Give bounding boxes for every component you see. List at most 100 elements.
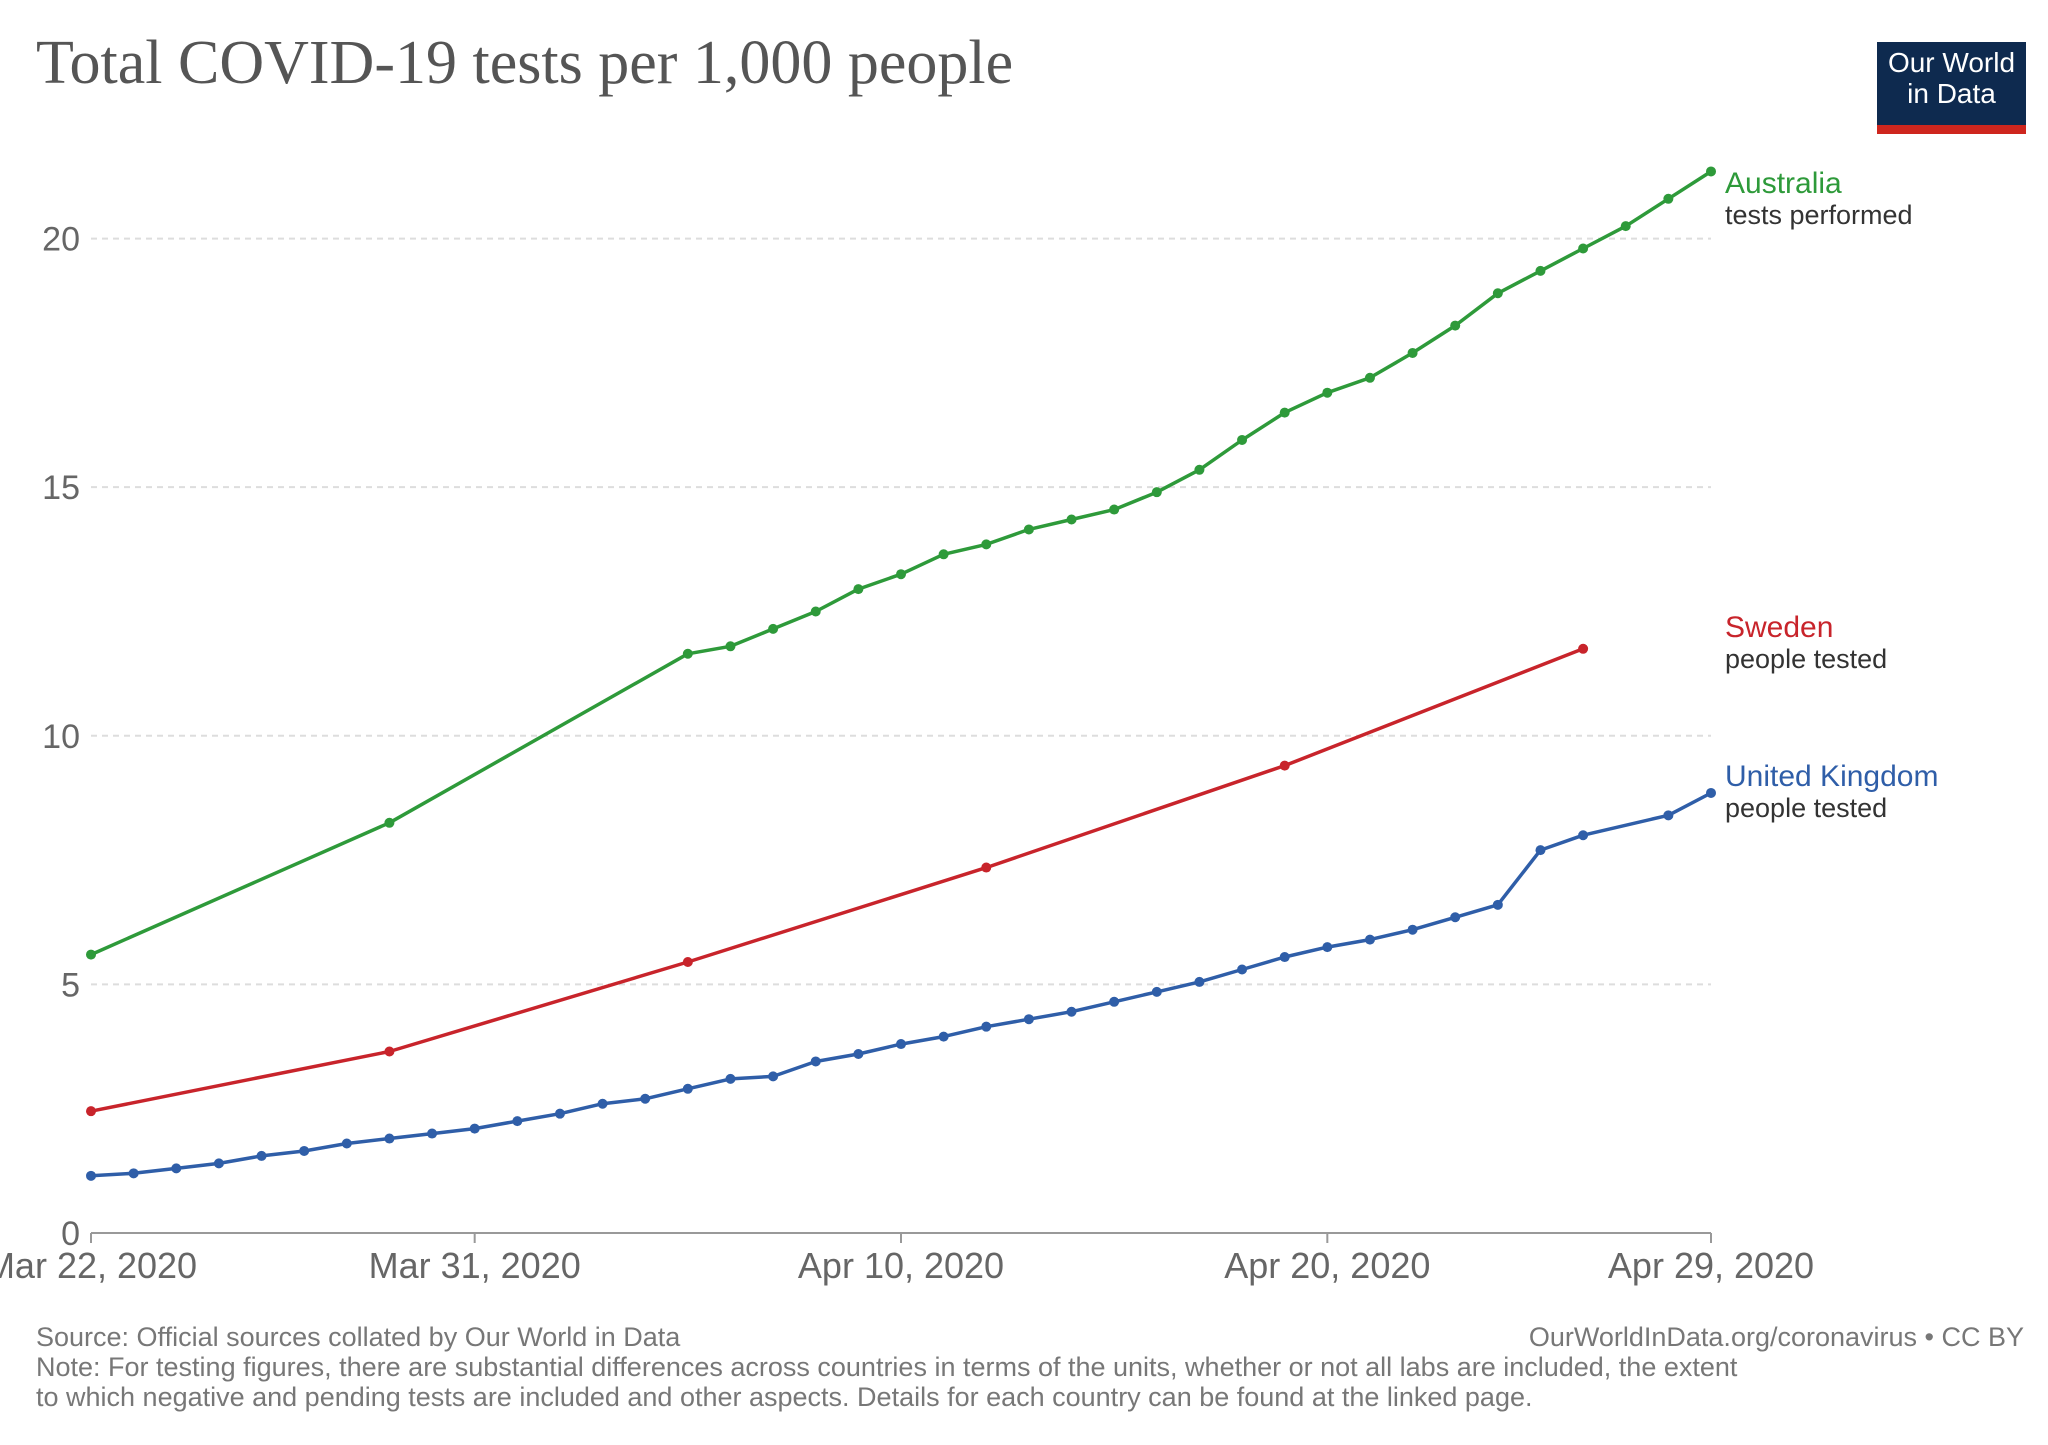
data-point-uk-10: [512, 1116, 523, 1127]
data-point-uk-37: [1706, 787, 1716, 798]
data-point-australia-14: [1194, 464, 1205, 475]
series-sublabel-australia: tests performed: [1725, 200, 1913, 230]
data-point-australia-17: [1322, 387, 1333, 398]
data-point-australia-5: [810, 606, 821, 617]
data-point-uk-36: [1663, 810, 1674, 821]
data-point-sweden-3: [981, 862, 992, 873]
data-point-uk-4: [256, 1150, 267, 1161]
data-point-uk-8: [427, 1128, 438, 1139]
data-point-sweden-5: [1578, 643, 1589, 654]
x-tick-label-1: Mar 31, 2020: [369, 1245, 581, 1286]
data-point-uk-25: [1151, 986, 1162, 997]
data-point-uk-14: [682, 1083, 693, 1094]
axis-layer: 0 5 10 15 20 Mar 22, 2020 Mar 31, 2020 Apr 10, …: [0, 221, 1814, 1286]
logo-line-2: in Data: [1907, 78, 1996, 109]
series-line-australia: [90, 170, 1712, 957]
data-point-uk-3: [213, 1158, 224, 1169]
data-point-australia-6: [853, 584, 864, 595]
data-point-uk-35: [1578, 830, 1589, 841]
data-point-uk-27: [1237, 964, 1248, 975]
x-tick-label-3: Apr 20, 2020: [1224, 1245, 1430, 1286]
data-point-australia-16: [1279, 407, 1290, 418]
data-point-australia-1: [384, 817, 395, 828]
logo-line-1: Our World: [1887, 47, 2016, 78]
data-point-uk-11: [554, 1108, 565, 1119]
data-point-uk-26: [1194, 976, 1205, 987]
data-point-australia-13: [1151, 487, 1162, 498]
series-label-australia: Australia: [1725, 167, 1842, 200]
data-point-australia-12: [1109, 504, 1120, 515]
note-line-1: Note: For testing figures, there are sub…: [36, 1352, 1738, 1382]
data-point-australia-24: [1620, 221, 1631, 232]
data-point-uk-2: [171, 1163, 182, 1174]
data-point-uk-30: [1364, 934, 1375, 945]
data-point-uk-9: [469, 1123, 480, 1134]
data-point-australia-22: [1535, 265, 1546, 276]
y-tick-label-15: 15: [42, 469, 80, 507]
data-point-uk-24: [1109, 996, 1120, 1007]
data-point-uk-29: [1322, 942, 1333, 953]
data-point-uk-34: [1535, 845, 1546, 856]
data-point-australia-19: [1407, 347, 1418, 358]
license-link[interactable]: OurWorldInData.org/coronavirus • CC BY: [1528, 1322, 2024, 1352]
data-point-uk-22: [1023, 1014, 1034, 1025]
data-point-uk-15: [725, 1073, 736, 1084]
data-point-uk-12: [597, 1098, 608, 1109]
data-point-uk-19: [896, 1039, 906, 1050]
data-point-australia-25: [1663, 193, 1674, 204]
line-chart: 0 5 10 15 20 Mar 22, 2020 Mar 31, 2020 Apr 10, …: [0, 166, 1938, 1286]
series-line-sweden: [90, 647, 1584, 1113]
data-point-uk-32: [1450, 912, 1461, 923]
data-point-uk-16: [768, 1071, 779, 1082]
data-point-australia-23: [1578, 243, 1589, 254]
x-tick-label-2: Apr 10, 2020: [798, 1245, 1004, 1286]
data-point-australia-11: [1066, 514, 1077, 525]
data-point-sweden-2: [682, 957, 693, 968]
data-point-uk-18: [853, 1049, 864, 1060]
data-point-australia-2: [682, 648, 693, 659]
data-point-uk-23: [1066, 1006, 1077, 1017]
data-point-uk-1: [128, 1168, 139, 1179]
data-point-uk-13: [640, 1093, 651, 1104]
note-line-2: to which negative and pending tests are …: [36, 1382, 1533, 1412]
grid-layer: [91, 237, 1711, 986]
data-point-australia-10: [1023, 524, 1034, 535]
y-tick-label-10: 10: [42, 718, 80, 756]
data-point-australia-3: [725, 641, 736, 652]
data-point-sweden-4: [1279, 760, 1290, 771]
y-tick-label-0: 0: [61, 1215, 80, 1253]
data-point-uk-6: [341, 1138, 352, 1149]
data-point-uk-21: [981, 1021, 992, 1032]
data-point-australia-15: [1237, 434, 1248, 445]
data-point-sweden-1: [384, 1046, 395, 1057]
series-label-sweden: Sweden: [1725, 611, 1833, 644]
data-point-uk-33: [1492, 899, 1503, 910]
data-point-uk-7: [384, 1133, 395, 1144]
data-point-australia-20: [1450, 320, 1461, 331]
data-point-australia-7: [896, 569, 906, 580]
data-point-uk-20: [938, 1031, 949, 1042]
series-line-uk: [90, 791, 1712, 1178]
x-tick-label-4: Apr 29, 2020: [1608, 1245, 1814, 1286]
series-layer: [86, 166, 1716, 1181]
data-point-australia-0: [86, 949, 96, 960]
y-tick-label-5: 5: [61, 966, 80, 1004]
data-point-australia-9: [981, 539, 992, 550]
series-sublabel-uk: people tested: [1725, 793, 1887, 823]
data-point-sweden-0: [86, 1106, 96, 1117]
owid-logo[interactable]: Our World in Data: [1877, 42, 2026, 134]
data-point-uk-17: [810, 1056, 821, 1067]
chart-title: Total COVID-19 tests per 1,000 people: [36, 29, 1014, 97]
data-point-uk-5: [299, 1145, 310, 1156]
data-point-australia-21: [1492, 288, 1503, 299]
data-point-uk-31: [1407, 924, 1418, 935]
data-point-australia-4: [768, 623, 779, 634]
data-point-australia-26: [1706, 166, 1716, 177]
data-point-uk-0: [86, 1170, 96, 1181]
y-tick-label-20: 20: [42, 221, 80, 259]
data-point-australia-18: [1364, 372, 1375, 383]
source-note: Source: Official sources collated by Our…: [36, 1322, 681, 1352]
series-sublabel-sweden: people tested: [1725, 644, 1887, 674]
series-label-uk: United Kingdom: [1725, 760, 1938, 793]
